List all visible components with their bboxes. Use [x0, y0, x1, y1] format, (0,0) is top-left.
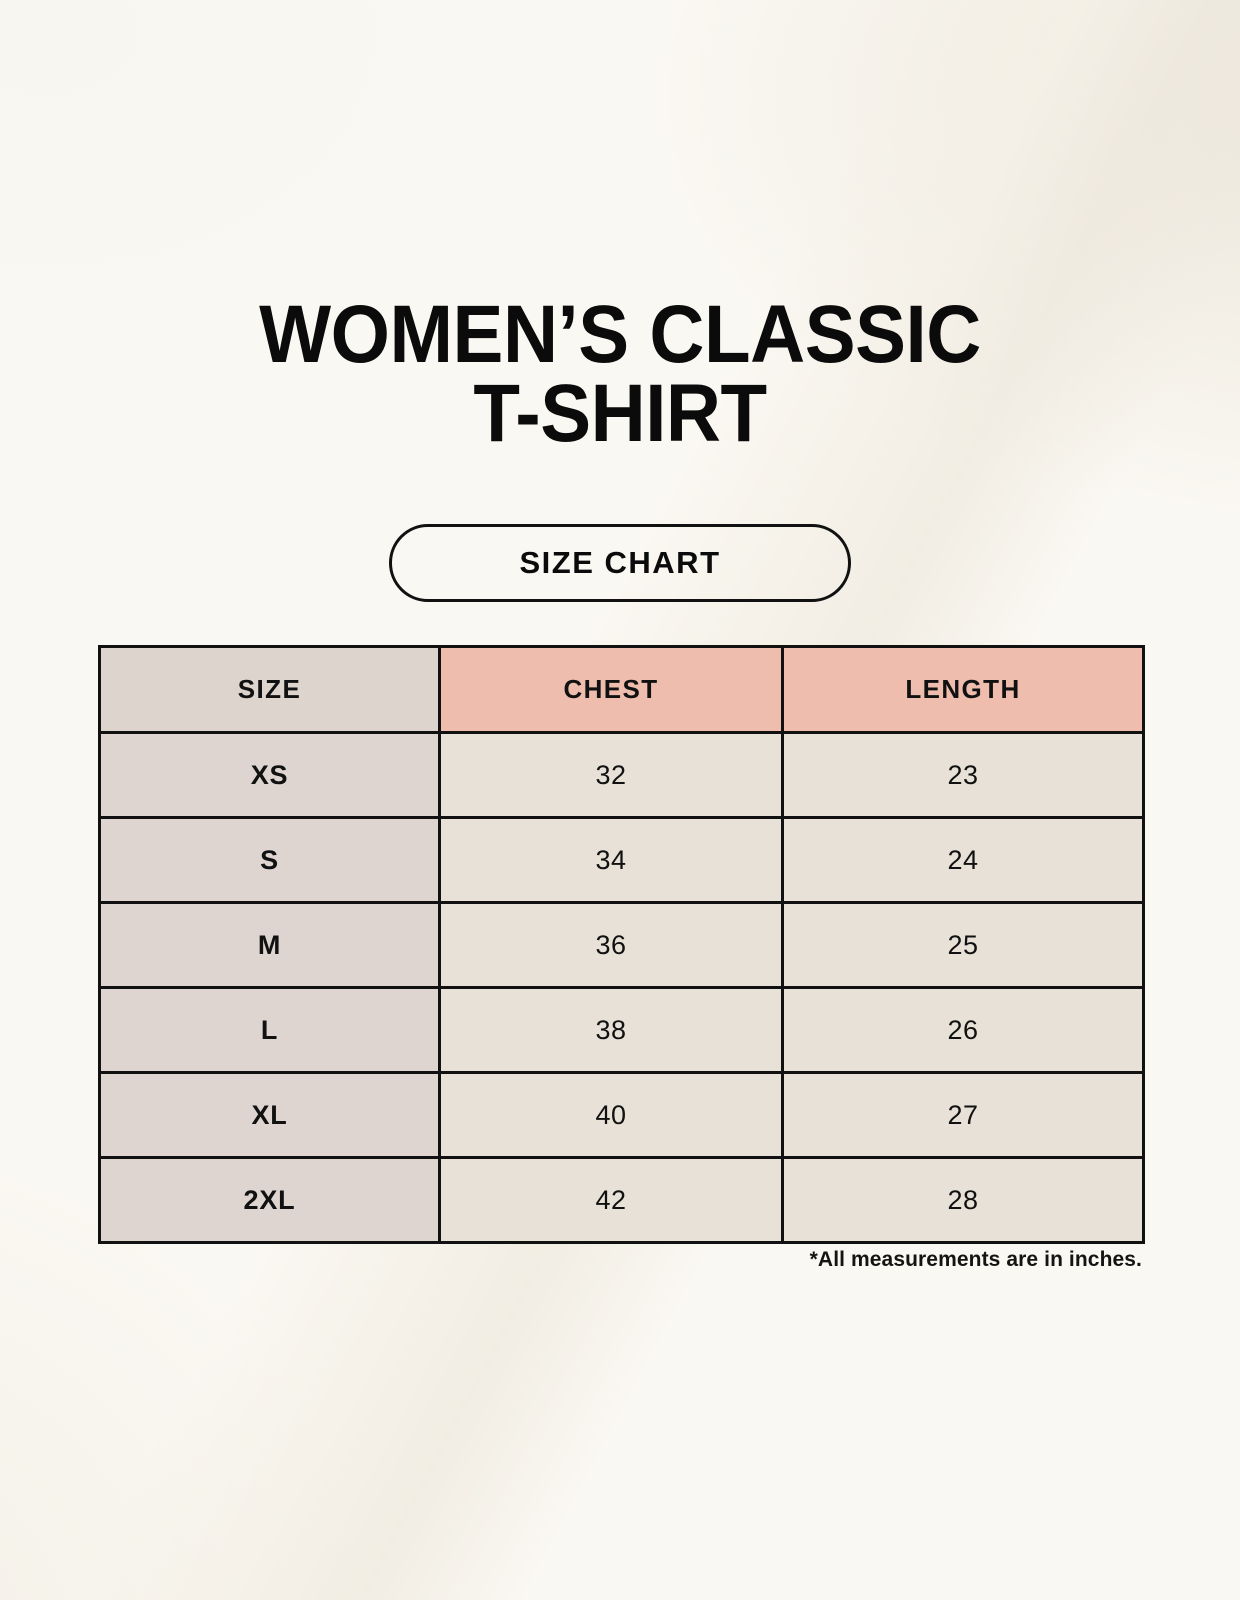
- title-block: WOMEN’S CLASSIC T-SHIRT: [0, 289, 1240, 459]
- cell-size: M: [98, 901, 441, 989]
- table-row: XS 32 23: [98, 731, 1145, 819]
- cell-size: L: [98, 986, 441, 1074]
- size-table: SIZE CHEST LENGTH XS 32 23 S 34 24 M: [98, 645, 1145, 1244]
- table-row: L 38 26: [98, 986, 1145, 1074]
- cell-size: XS: [98, 731, 441, 819]
- column-header-length: LENGTH: [781, 645, 1145, 734]
- table-row: 2XL 42 28: [98, 1156, 1145, 1244]
- cell-size: XL: [98, 1071, 441, 1159]
- cell-chest: 42: [438, 1156, 784, 1244]
- cell-chest: 40: [438, 1071, 784, 1159]
- cell-length: 23: [781, 731, 1145, 819]
- cell-length: 27: [781, 1071, 1145, 1159]
- page-title: WOMEN’S CLASSIC T-SHIRT: [259, 289, 981, 459]
- measurement-footnote: *All measurements are in inches.: [809, 1248, 1142, 1271]
- cell-length: 25: [781, 901, 1145, 989]
- table-row: XL 40 27: [98, 1071, 1145, 1159]
- table-body: XS 32 23 S 34 24 M 36 25 L 38 26: [98, 731, 1145, 1244]
- cell-chest: 36: [438, 901, 784, 989]
- column-header-size: SIZE: [98, 645, 441, 734]
- cell-chest: 32: [438, 731, 784, 819]
- size-table-container: SIZE CHEST LENGTH XS 32 23 S 34 24 M: [98, 645, 1145, 1244]
- table-row: M 36 25: [98, 901, 1145, 989]
- badge-row: SIZE CHART: [0, 524, 1240, 602]
- cell-length: 24: [781, 816, 1145, 904]
- size-chart-badge[interactable]: SIZE CHART: [389, 524, 851, 602]
- cell-chest: 38: [438, 986, 784, 1074]
- table-header: SIZE CHEST LENGTH: [98, 645, 1145, 734]
- cell-length: 26: [781, 986, 1145, 1074]
- cell-length: 28: [781, 1156, 1145, 1244]
- table-row: S 34 24: [98, 816, 1145, 904]
- cell-chest: 34: [438, 816, 784, 904]
- cell-size: 2XL: [98, 1156, 441, 1244]
- table-header-row: SIZE CHEST LENGTH: [98, 645, 1145, 734]
- cell-size: S: [98, 816, 441, 904]
- column-header-chest: CHEST: [438, 645, 784, 734]
